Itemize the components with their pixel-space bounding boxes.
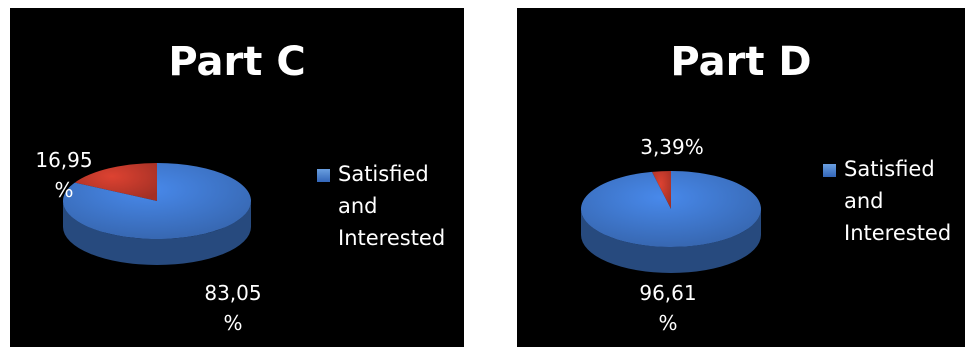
legend-swatch-blue xyxy=(317,169,330,182)
legend-entry: Satisfied and Interested xyxy=(338,162,446,250)
pie-side xyxy=(581,209,761,273)
legend-entry: Satisfied and Interested xyxy=(844,157,952,245)
legend-swatch-blue xyxy=(823,164,836,177)
pie-chart-part-d xyxy=(580,171,761,273)
slice-label-red: 16,95 % xyxy=(35,148,93,202)
slice-label-blue: 96,61 % xyxy=(639,281,697,335)
slice-label-blue: 83,05 % xyxy=(204,281,262,335)
chart-panel-part-d: Part D 3,39% 96,61 % Satisfied and Inter… xyxy=(517,8,965,347)
pie-slice-red xyxy=(651,171,671,209)
pie-chart-part-c xyxy=(62,163,252,265)
chart-title: Part D xyxy=(670,39,812,85)
pie-slice-red xyxy=(74,163,157,201)
pie-side xyxy=(63,201,251,265)
chart-panel-part-c: Part C 16,95 % 83,05 % Satisfied and Int… xyxy=(10,8,464,347)
slice-label-red: 3,39% xyxy=(640,135,704,159)
chart-title: Part C xyxy=(168,39,306,85)
pie-slice-blue xyxy=(580,171,761,247)
pie-slice-blue xyxy=(62,163,252,240)
